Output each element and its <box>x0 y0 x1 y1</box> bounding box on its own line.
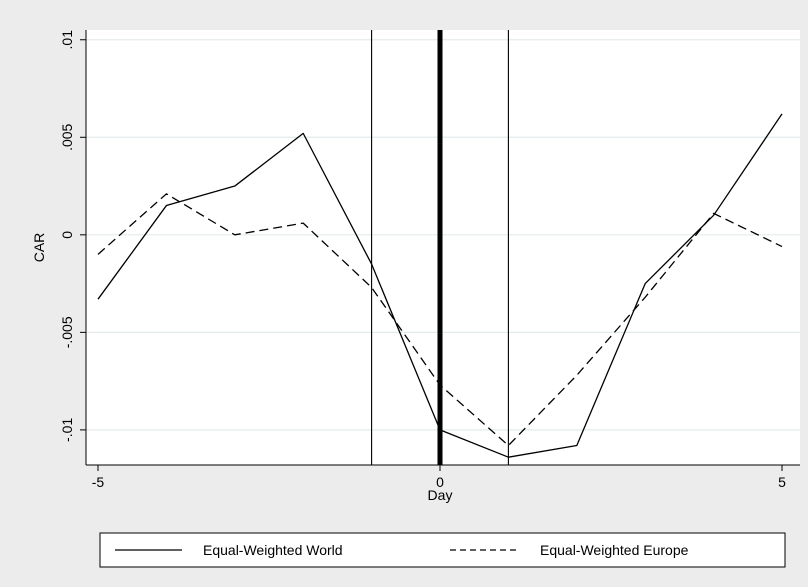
legend-label-world: Equal-Weighted World <box>203 542 343 558</box>
y-tick-label: -.005 <box>59 316 75 348</box>
series-line-europe <box>97 193 783 447</box>
y-tick-label: -.01 <box>59 418 75 442</box>
y-axis-title: CAR <box>31 233 47 263</box>
y-tick-label: 0 <box>59 231 75 239</box>
x-tick-label: 0 <box>436 474 444 490</box>
series-line-world <box>97 113 783 458</box>
y-tick-label: .01 <box>59 30 75 50</box>
y-tick-label: .005 <box>59 123 75 150</box>
grid-lines <box>86 39 800 431</box>
legend: Equal-Weighted World Equal-Weighted Euro… <box>99 532 786 568</box>
axes: -.01 -.005 0 .005 .01 -5 0 5 <box>59 30 800 490</box>
x-axis-title: Day <box>428 487 453 503</box>
legend-label-europe: Equal-Weighted Europe <box>540 542 689 558</box>
event-lines <box>371 30 509 465</box>
legend-box <box>99 532 786 568</box>
x-tick-label: -5 <box>92 474 105 490</box>
x-tick-label: 5 <box>778 474 786 490</box>
plot-area <box>86 30 800 465</box>
series-lines <box>97 113 783 458</box>
